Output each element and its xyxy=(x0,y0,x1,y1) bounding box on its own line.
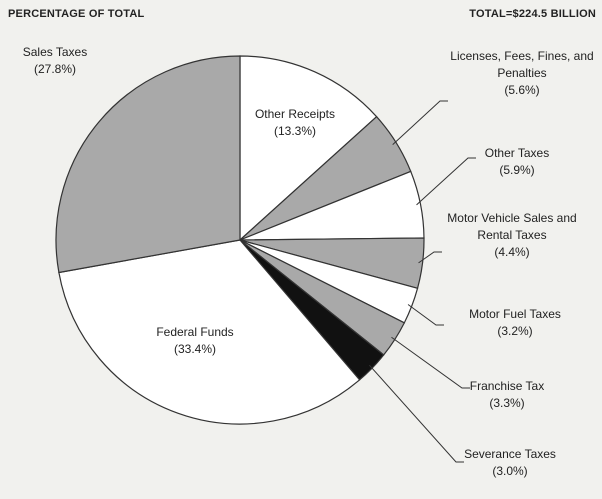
slice-name: Severance Taxes xyxy=(464,447,556,461)
chart-subtitle: TOTAL=$224.5 BILLION xyxy=(469,8,596,20)
slice-name: Franchise Tax xyxy=(469,379,545,393)
slice-name: Licenses, Fees, Fines, and Penalties xyxy=(450,49,594,80)
slice-value: (5.9%) xyxy=(499,163,535,177)
leader-line xyxy=(391,336,470,389)
pie-slice xyxy=(239,55,378,242)
leader-line xyxy=(392,100,448,146)
slice-name: Other Receipts xyxy=(254,107,336,121)
slice-name: Motor Vehicle Sales and Rental Taxes xyxy=(447,211,577,242)
chart-title: PERCENTAGE OF TOTAL xyxy=(8,8,145,20)
slice-label: Other Taxes (5.9%) xyxy=(462,145,572,179)
slice-label: Federal Funds (33.4%) xyxy=(140,324,250,358)
slice-value: (4.4%) xyxy=(494,245,530,259)
slice-value: (27.8%) xyxy=(33,62,77,76)
slice-value: (13.3%) xyxy=(273,124,317,138)
pie-slice xyxy=(58,239,361,425)
slice-label: Licenses, Fees, Fines, and Penalties (5.6… xyxy=(442,48,602,99)
slice-value: (3.0%) xyxy=(492,464,528,478)
pie-slice xyxy=(55,55,241,274)
slice-name: Other Taxes xyxy=(484,146,550,160)
slice-label: Other Receipts (13.3%) xyxy=(240,106,350,140)
slice-label: Motor Vehicle Sales and Rental Taxes (4.4… xyxy=(437,210,587,261)
slice-label: Severance Taxes (3.0%) xyxy=(450,446,570,480)
leader-line xyxy=(416,157,476,206)
leader-line xyxy=(368,364,464,463)
slice-value: (33.4%) xyxy=(173,342,217,356)
slice-name: Sales Taxes xyxy=(22,45,88,59)
slice-name: Federal Funds xyxy=(156,325,234,339)
leader-line xyxy=(418,251,442,264)
slice-value: (3.2%) xyxy=(497,324,533,338)
slice-label: Sales Taxes (27.8%) xyxy=(5,44,105,78)
slice-value: (3.3%) xyxy=(489,396,525,410)
slice-name: Motor Fuel Taxes xyxy=(469,307,561,321)
slice-value: (5.6%) xyxy=(504,83,540,97)
slice-label: Franchise Tax (3.3%) xyxy=(452,378,562,412)
leader-line xyxy=(407,304,444,326)
slice-label: Motor Fuel Taxes (3.2%) xyxy=(455,306,575,340)
